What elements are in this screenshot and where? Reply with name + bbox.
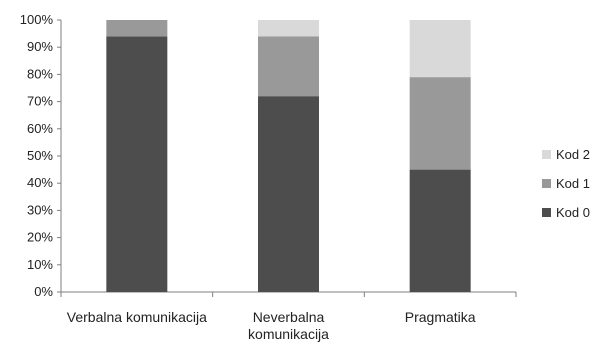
x-category-label-line: Pragmatika xyxy=(405,309,476,325)
legend-label: Kod 0 xyxy=(556,205,590,220)
x-category-label-line: Neverbalna xyxy=(253,309,325,325)
y-axis: 0% 10% 20% 30% 40% 50% 60% 70% 80% 90% 100% xyxy=(20,12,62,299)
bar-segment-kod-0 xyxy=(409,169,471,292)
legend: Kod 2 Kod 1 Kod 0 xyxy=(542,147,590,220)
y-tick-label: 70% xyxy=(27,94,53,109)
x-category-label: Neverbalna komunikacija xyxy=(248,309,329,342)
y-tick-label: 40% xyxy=(27,175,53,190)
bar-segment-kod-2 xyxy=(258,20,319,37)
legend-swatch xyxy=(542,208,551,217)
y-tick-label: 60% xyxy=(27,121,53,136)
legend-label: Kod 2 xyxy=(556,147,590,162)
bar-segment-kod-0 xyxy=(106,36,168,292)
x-category-label-line: komunikacija xyxy=(248,326,329,342)
legend-swatch xyxy=(542,179,551,188)
bar-segment-kod-1 xyxy=(258,36,319,97)
x-category-label: Pragmatika xyxy=(405,309,476,325)
bars xyxy=(106,20,471,292)
bar-segment-kod-1 xyxy=(106,20,168,37)
bar-segment-kod-1 xyxy=(409,77,471,170)
bar-segment-kod-2 xyxy=(409,20,471,78)
y-tick-label: 50% xyxy=(27,148,53,163)
legend-swatch xyxy=(542,150,551,159)
legend-label: Kod 1 xyxy=(556,176,590,191)
y-tick-label: 80% xyxy=(27,66,53,81)
x-category-label: Verbalna komunikacija xyxy=(67,309,207,325)
x-category-label-line: Verbalna komunikacija xyxy=(67,309,207,325)
bar-segment-kod-0 xyxy=(258,96,319,292)
y-tick-label: 0% xyxy=(34,284,53,299)
y-tick-label: 30% xyxy=(27,202,53,217)
y-tick-label: 10% xyxy=(27,257,53,272)
y-tick-label: 20% xyxy=(27,230,53,245)
y-tick-label: 100% xyxy=(20,12,54,27)
y-tick-label: 90% xyxy=(27,39,53,54)
x-axis: Verbalna komunikacija Neverbalna komunikac… xyxy=(60,291,517,342)
